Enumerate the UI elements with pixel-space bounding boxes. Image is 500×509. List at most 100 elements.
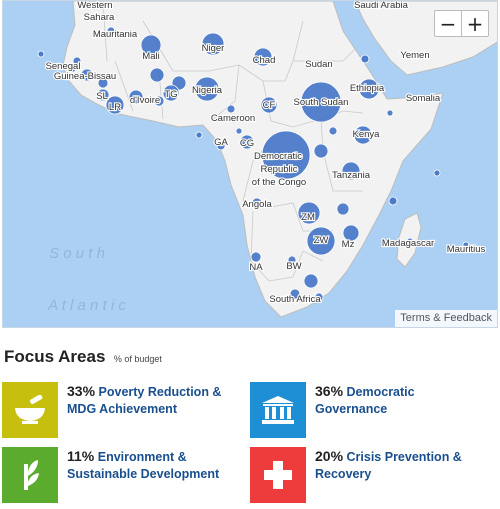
focus-area-environment-text: 11% Environment & Sustainable Developmen…: [67, 448, 235, 503]
project-bubble[interactable]: [253, 47, 273, 67]
project-bubble[interactable]: [97, 77, 109, 89]
focus-area-governance-text: 36% Democratic Governance: [315, 383, 483, 438]
project-bubble[interactable]: [80, 68, 94, 82]
country-label: Mauritius: [447, 244, 486, 255]
country-label: Chad: [253, 55, 276, 66]
focus-areas-title: Focus Areas: [4, 347, 106, 366]
project-bubble[interactable]: [239, 134, 255, 150]
project-bubble[interactable]: [153, 95, 165, 107]
country-label: NA: [249, 262, 263, 273]
project-bubble[interactable]: [106, 26, 116, 36]
focus-area-environment[interactable]: 11% Environment & Sustainable Developmen…: [2, 447, 235, 503]
project-bubble[interactable]: [297, 201, 321, 225]
focus-area-poverty[interactable]: 33% Poverty Reduction & MDG Achievement: [2, 382, 235, 438]
country-label: South Sudan: [294, 97, 349, 108]
focus-area-crisis-label[interactable]: Crisis Prevention & Recovery: [315, 450, 462, 481]
focus-areas-subtitle: % of budget: [113, 354, 162, 364]
project-bubble[interactable]: [386, 109, 394, 117]
country-label: Saudi Arabia: [354, 1, 409, 11]
focus-area-crisis-text: 20% Crisis Prevention & Recovery: [315, 448, 483, 503]
project-bubble[interactable]: [216, 141, 226, 151]
project-bubble[interactable]: [105, 95, 125, 115]
project-map[interactable]: S o u t h A t l a n t i c Western Sahara Ma…: [2, 0, 498, 328]
project-bubble[interactable]: [226, 104, 236, 114]
project-bubble[interactable]: [358, 78, 380, 100]
project-bubble[interactable]: [360, 54, 370, 64]
project-bubble[interactable]: [306, 226, 336, 256]
project-bubble[interactable]: [433, 169, 441, 177]
focus-area-poverty-label[interactable]: Poverty Reduction & MDG Achievement: [67, 385, 222, 416]
focus-area-crisis-icon-box: [250, 447, 306, 503]
project-bubble[interactable]: [195, 131, 203, 139]
project-bubble[interactable]: [353, 125, 373, 145]
project-bubble[interactable]: [261, 130, 311, 180]
project-bubble[interactable]: [149, 67, 165, 83]
zoom-in-button[interactable]: +: [461, 11, 488, 36]
country-label: Cameroon: [211, 113, 255, 124]
zoom-out-button[interactable]: −: [439, 11, 457, 36]
project-bubble[interactable]: [342, 224, 360, 242]
focus-areas-header: Focus Areas % of budget: [4, 347, 162, 367]
country-label: BW: [286, 261, 301, 272]
project-bubble[interactable]: [260, 96, 278, 114]
country-label: d'Ivoire: [130, 95, 160, 106]
country-label: Mauritania: [93, 29, 138, 40]
project-bubble[interactable]: [314, 292, 324, 302]
project-bubble[interactable]: [313, 143, 329, 159]
project-bubble[interactable]: [235, 127, 243, 135]
ocean-label: A t l a n t i c: [47, 297, 126, 314]
country-label: Sahara: [84, 12, 115, 23]
country-label: Senegal: [46, 61, 81, 72]
country-borders: [102, 1, 364, 282]
country-label: Nigeria: [192, 85, 223, 96]
project-bubble[interactable]: [341, 161, 361, 181]
project-bubble[interactable]: [96, 88, 110, 102]
project-bubble[interactable]: [462, 241, 470, 249]
mortar-pestle-icon: [15, 395, 45, 424]
project-bubble[interactable]: [303, 273, 319, 289]
project-bubble[interactable]: [201, 32, 225, 56]
project-bubble[interactable]: [328, 126, 338, 136]
country-label: CG: [240, 138, 254, 149]
project-bubble[interactable]: [250, 251, 262, 263]
focus-area-governance-percent: 36%: [315, 383, 344, 399]
focus-area-governance[interactable]: 36% Democratic Governance: [250, 382, 483, 438]
country-label: of the Congo: [252, 177, 306, 188]
project-bubble[interactable]: [69, 65, 77, 73]
project-bubble[interactable]: [37, 50, 45, 58]
project-bubble[interactable]: [289, 288, 301, 300]
country-label: Angola: [242, 199, 272, 210]
project-bubble[interactable]: [251, 197, 263, 209]
zoom-controls: − +: [434, 10, 489, 37]
project-bubble[interactable]: [140, 34, 162, 56]
focus-area-poverty-percent: 33%: [67, 383, 96, 399]
project-bubble[interactable]: [336, 202, 350, 216]
country-label: Mali: [142, 51, 159, 62]
terms-feedback-link[interactable]: Terms & Feedback: [395, 310, 497, 327]
focus-area-crisis-percent: 20%: [315, 448, 344, 464]
project-bubble[interactable]: [72, 56, 82, 66]
project-bubble[interactable]: [194, 76, 220, 102]
focus-area-governance-label[interactable]: Democratic Governance: [315, 385, 415, 416]
project-bubble[interactable]: [406, 237, 414, 245]
leaf-sprout-icon: [24, 460, 39, 490]
country-label: ZW: [314, 235, 329, 246]
focus-area-environment-label[interactable]: Environment & Sustainable Development: [67, 450, 220, 481]
country-label: Somalia: [406, 93, 441, 104]
project-bubble[interactable]: [287, 255, 297, 265]
country-label: Niger: [202, 43, 225, 54]
project-bubble[interactable]: [300, 81, 342, 123]
country-label: ZM: [301, 212, 315, 223]
focus-area-environment-icon-box: [2, 447, 58, 503]
project-bubbles[interactable]: [37, 26, 470, 302]
focus-area-crisis[interactable]: 20% Crisis Prevention & Recovery: [250, 447, 483, 503]
country-label: CF: [263, 100, 276, 111]
project-bubble[interactable]: [162, 84, 180, 102]
project-bubble[interactable]: [128, 89, 144, 105]
project-bubble[interactable]: [388, 196, 398, 206]
focus-area-environment-percent: 11%: [67, 448, 95, 464]
country-label: Republic: [261, 164, 298, 175]
ocean-label: S o u t h: [49, 245, 105, 262]
